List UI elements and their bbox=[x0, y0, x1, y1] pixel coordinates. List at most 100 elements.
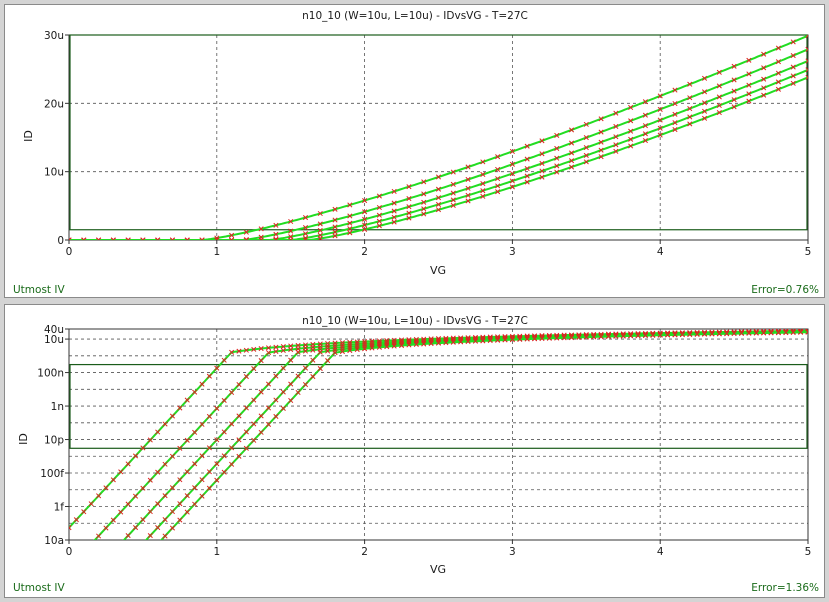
measured-point bbox=[325, 348, 331, 354]
measured-point bbox=[568, 158, 575, 164]
y-tick-label: 0 bbox=[57, 235, 64, 247]
measured-point bbox=[798, 329, 804, 335]
measured-point bbox=[539, 151, 545, 157]
y-axis-label: ID bbox=[17, 433, 30, 445]
measured-point bbox=[598, 129, 604, 135]
measured-point bbox=[775, 45, 781, 51]
measured-point bbox=[280, 365, 286, 371]
measured-point bbox=[406, 204, 412, 210]
measured-point bbox=[221, 429, 227, 435]
measured-point bbox=[81, 237, 87, 240]
measured-point bbox=[539, 336, 545, 342]
measured-point bbox=[716, 69, 722, 75]
measured-point bbox=[288, 218, 294, 225]
measured-point bbox=[465, 192, 471, 198]
measured-point bbox=[598, 334, 604, 340]
measured-point bbox=[642, 99, 648, 105]
measured-point bbox=[495, 154, 501, 160]
measured-point bbox=[199, 421, 205, 427]
measured-point bbox=[628, 104, 634, 111]
measured-point bbox=[687, 121, 693, 127]
measured-point bbox=[155, 237, 161, 240]
measured-point bbox=[672, 332, 678, 338]
measured-point bbox=[687, 95, 693, 101]
measured-point bbox=[524, 173, 530, 179]
measured-point bbox=[480, 159, 486, 165]
measured-point bbox=[273, 237, 279, 240]
measured-point bbox=[672, 127, 678, 133]
measured-point bbox=[273, 222, 279, 228]
measured-point bbox=[435, 195, 442, 201]
measured-point bbox=[376, 204, 382, 211]
measured-point bbox=[258, 429, 264, 435]
measured-point bbox=[103, 485, 109, 491]
measured-point bbox=[805, 35, 808, 39]
measured-point bbox=[672, 120, 678, 126]
measured-point bbox=[775, 86, 781, 92]
measured-point bbox=[679, 332, 685, 338]
measured-point bbox=[103, 525, 109, 531]
measured-point bbox=[753, 330, 759, 336]
measured-point bbox=[347, 226, 353, 232]
measured-point bbox=[251, 437, 257, 443]
measured-point bbox=[805, 74, 808, 80]
measured-point bbox=[347, 347, 353, 354]
measured-point bbox=[332, 229, 338, 235]
x-tick-label: 1 bbox=[213, 546, 220, 558]
fit-curve bbox=[69, 48, 808, 240]
measured-point bbox=[435, 201, 442, 208]
measured-point bbox=[302, 231, 309, 237]
fit-curve bbox=[69, 60, 808, 240]
measured-point bbox=[184, 397, 190, 403]
measured-point bbox=[716, 110, 722, 116]
measured-point bbox=[332, 350, 338, 356]
measured-point bbox=[642, 138, 648, 144]
utmost-iv-label: Utmost IV bbox=[13, 284, 65, 296]
measured-point bbox=[169, 237, 176, 240]
measured-point bbox=[184, 237, 190, 240]
measured-point bbox=[716, 83, 722, 89]
y-tick-label: 1n bbox=[51, 401, 64, 413]
measured-point bbox=[790, 329, 796, 336]
measured-point bbox=[376, 344, 382, 350]
measured-point bbox=[265, 405, 272, 411]
measured-point bbox=[495, 183, 501, 189]
measured-point bbox=[206, 413, 212, 419]
measured-point bbox=[480, 171, 486, 178]
x-tick-label: 1 bbox=[213, 246, 220, 258]
measured-point bbox=[628, 136, 634, 142]
measured-point bbox=[687, 106, 693, 112]
measured-point bbox=[317, 221, 323, 227]
measured-point bbox=[487, 338, 493, 344]
measured-point bbox=[554, 132, 560, 138]
measured-point bbox=[347, 202, 353, 208]
measured-point bbox=[435, 340, 442, 346]
measured-point bbox=[716, 94, 722, 100]
measured-point bbox=[465, 164, 471, 170]
measured-point bbox=[310, 374, 316, 380]
measured-point bbox=[657, 93, 663, 99]
measured-point bbox=[731, 104, 737, 110]
measured-point bbox=[243, 405, 249, 411]
measured-point bbox=[184, 509, 190, 515]
measured-point bbox=[495, 166, 501, 172]
measured-point bbox=[221, 453, 227, 459]
measured-point bbox=[701, 89, 708, 95]
measured-point bbox=[583, 159, 589, 165]
measured-point bbox=[790, 39, 796, 45]
measured-point bbox=[480, 338, 486, 344]
measured-point bbox=[221, 397, 227, 404]
measured-point bbox=[495, 189, 501, 195]
measured-point bbox=[243, 229, 249, 235]
measured-point bbox=[701, 108, 708, 114]
measured-point bbox=[302, 225, 309, 231]
measured-point bbox=[509, 171, 515, 177]
measured-point bbox=[509, 161, 515, 167]
measured-point bbox=[605, 334, 612, 340]
measured-point bbox=[480, 193, 486, 199]
measured-point bbox=[317, 366, 323, 372]
measured-point bbox=[724, 331, 730, 337]
y-tick-label: 1f bbox=[54, 502, 65, 514]
measured-point bbox=[162, 461, 168, 467]
measured-point bbox=[775, 330, 781, 336]
